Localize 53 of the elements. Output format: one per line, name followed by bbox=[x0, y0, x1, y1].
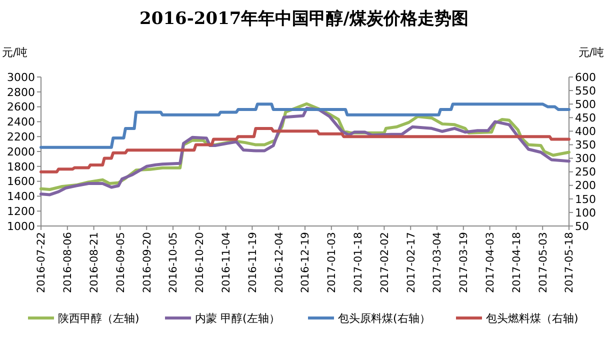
x-tick-label: 2017-04-18 bbox=[510, 232, 523, 294]
x-tick-label: 2016-12-19 bbox=[300, 232, 312, 294]
legend-label: 内蒙 甲醇(左轴） bbox=[195, 312, 280, 325]
y2-tick-label: 600 bbox=[575, 70, 596, 84]
x-tick-label: 2016-09-20 bbox=[141, 232, 154, 294]
chart-title: 2016-2017年年中国甲醇/煤炭价格走势图 bbox=[140, 9, 468, 29]
y-tick-label: 1000 bbox=[7, 220, 35, 233]
x-tick-label: 2016-12-04 bbox=[273, 232, 286, 294]
y2-tick-label: 300 bbox=[575, 152, 596, 166]
y2-tick-label: 450 bbox=[575, 111, 596, 124]
x-tick-label: 2016-11-19 bbox=[246, 232, 259, 294]
x-tick-label: 2016-08-06 bbox=[62, 232, 74, 294]
x-tick-label: 2016-10-05 bbox=[168, 232, 180, 294]
x-tick-label: 2017-04-03 bbox=[484, 232, 496, 294]
y-tick-label: 1800 bbox=[7, 160, 35, 174]
x-tick-label: 2017-05-18 bbox=[564, 232, 576, 294]
y2-tick-label: 100 bbox=[575, 206, 596, 220]
x-tick-label: 2017-01-18 bbox=[352, 232, 364, 294]
y2-tick-label: 250 bbox=[575, 166, 596, 179]
y-tick-label: 2800 bbox=[7, 86, 35, 99]
x-tick-label: 2017-05-03 bbox=[537, 232, 550, 294]
x-tick-label: 2017-02-17 bbox=[405, 232, 418, 294]
y-tick-label: 2400 bbox=[7, 116, 35, 129]
x-tick-label: 2016-08-21 bbox=[88, 232, 100, 294]
y-tick-label: 2600 bbox=[7, 100, 35, 114]
x-tick-label: 2016-10-20 bbox=[194, 232, 206, 294]
x-tick-label: 2017-03-19 bbox=[458, 232, 470, 294]
y2-tick-label: 50 bbox=[575, 220, 589, 233]
y-tick-label: 3000 bbox=[7, 70, 35, 84]
y-tick-label: 1600 bbox=[7, 175, 35, 188]
legend-label: 陕西甲醇（左轴) bbox=[58, 312, 140, 325]
y2-axis-title: 元/吨 bbox=[578, 46, 604, 59]
y-tick-label: 2000 bbox=[7, 145, 35, 158]
y2-tick-label: 200 bbox=[575, 179, 596, 192]
y2-tick-label: 550 bbox=[575, 84, 596, 98]
y-tick-label: 1400 bbox=[7, 190, 35, 204]
y2-tick-label: 400 bbox=[575, 125, 596, 138]
x-tick-label: 2016-09-05 bbox=[114, 232, 127, 294]
x-tick-label: 2017-01-03 bbox=[326, 232, 338, 294]
y-tick-label: 1200 bbox=[7, 204, 35, 218]
x-tick-label: 2016-11-04 bbox=[220, 232, 232, 294]
line-series bbox=[40, 102, 570, 149]
x-tick-label: 2017-03-04 bbox=[432, 232, 444, 294]
y-axis-title: 元/吨 bbox=[2, 46, 28, 59]
y2-tick-label: 350 bbox=[575, 138, 596, 152]
y-tick-label: 2200 bbox=[7, 130, 35, 144]
y2-tick-label: 500 bbox=[575, 98, 596, 111]
line-series bbox=[40, 126, 570, 174]
x-tick-label: 2017-02-02 bbox=[378, 232, 391, 294]
y2-tick-label: 150 bbox=[575, 192, 596, 206]
legend-label: 包头原料煤(右轴） bbox=[338, 312, 430, 325]
legend-label: 包头燃料煤（右轴) bbox=[486, 312, 578, 325]
x-tick-label: 2016-07-22 bbox=[36, 232, 48, 294]
